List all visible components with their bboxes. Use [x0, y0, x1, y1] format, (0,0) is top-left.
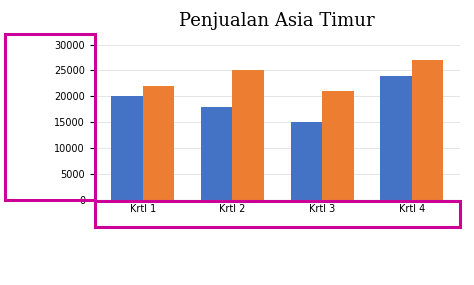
- Title: Penjualan Asia Timur: Penjualan Asia Timur: [180, 12, 375, 30]
- Bar: [111, 96, 143, 200]
- Bar: [322, 91, 354, 200]
- Bar: [232, 70, 264, 200]
- Bar: [143, 86, 174, 200]
- Bar: [291, 122, 322, 200]
- Bar: [201, 107, 232, 200]
- Bar: [381, 76, 412, 200]
- Bar: [412, 60, 443, 200]
